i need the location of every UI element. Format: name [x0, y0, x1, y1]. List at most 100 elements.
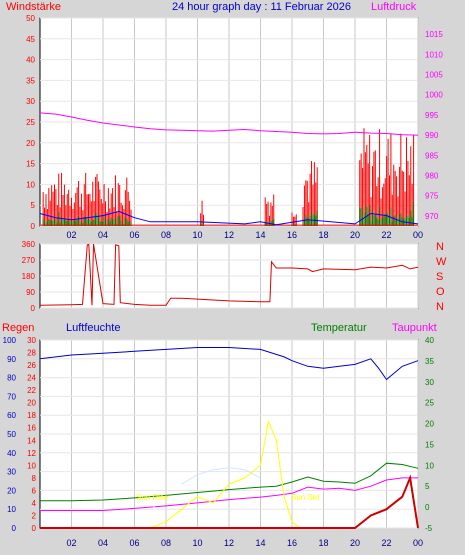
x-tick-label: 00	[413, 538, 423, 548]
x-tick-label: 10	[192, 230, 202, 240]
wind-axis-tick: 15	[26, 160, 35, 169]
temperature-axis-tick: 0	[425, 503, 430, 512]
compass-letter: N	[436, 241, 444, 253]
luftfeuchte-axis-tick: 6	[32, 486, 37, 495]
direction-axis-tick: 360	[22, 240, 36, 249]
x-tick-label: 04	[98, 230, 108, 240]
regen-axis-tick: 100	[3, 336, 17, 345]
windstaerke-label: Windstärke	[6, 1, 61, 13]
luftfeuchte-axis-tick: 24	[27, 374, 36, 383]
x-tick-label: 12	[224, 538, 234, 548]
pressure-axis-tick: 1005	[425, 71, 443, 80]
pressure-axis-tick: 980	[425, 172, 439, 181]
luftfeuchte-axis-tick: 8	[32, 474, 37, 483]
luftfeuchte-axis-tick: 28	[27, 349, 36, 358]
pressure-axis-tick: 970	[425, 212, 439, 221]
wind-axis-tick: 20	[26, 139, 35, 148]
wind-axis-tick: 45	[26, 35, 35, 44]
temperature-axis-tick: 35	[425, 357, 434, 366]
temperature-axis-tick: 20	[425, 420, 434, 429]
graph-title: 24 hour graph day : 11 Februar 2026	[172, 1, 351, 13]
x-tick-label: 06	[129, 230, 139, 240]
x-tick-label: 12	[224, 230, 234, 240]
regen-axis-tick: 20	[7, 486, 16, 495]
luftfeuchte-axis-tick: 10	[27, 461, 36, 470]
direction-axis-tick: 180	[22, 272, 36, 281]
compass-letter: O	[436, 286, 445, 298]
compass-letter: S	[436, 271, 443, 283]
direction-axis-tick: 0	[31, 304, 36, 313]
x-tick-label: 14	[255, 538, 265, 548]
wind-average-line	[39, 210, 419, 226]
regen-axis-tick: 70	[7, 392, 16, 401]
strahlung-line	[150, 419, 308, 529]
pressure-axis-tick: 1015	[425, 30, 443, 39]
regen-axis-tick: 0	[12, 524, 17, 533]
pressure-axis-tick: 1000	[425, 91, 443, 100]
temperature-axis-tick: 5	[425, 482, 430, 491]
luftfeuchte-axis-tick: 12	[27, 449, 36, 458]
x-tick-label: 18	[318, 230, 328, 240]
taupunkt-label: Taupunkt	[392, 322, 437, 334]
regen-axis-tick: 40	[7, 449, 16, 458]
regen-axis-tick: 90	[7, 355, 16, 364]
luftfeuchte-axis-tick: 30	[27, 336, 36, 345]
sunset-label: Sun Set	[291, 493, 320, 502]
regen-axis-tick: 30	[7, 468, 16, 477]
pressure-axis-tick: 975	[425, 192, 439, 201]
regen-axis-tick: 10	[7, 505, 16, 514]
x-tick-label: 22	[381, 538, 391, 548]
x-tick-label: 20	[350, 230, 360, 240]
luftfeuchte-axis-tick: 4	[32, 499, 37, 508]
regen-axis-tick: 60	[7, 411, 16, 420]
luftfeuchte-label: Luftfeuchte	[66, 322, 120, 334]
wind-axis-tick: 5	[31, 201, 36, 210]
wind-axis-tick: 40	[26, 56, 35, 65]
x-tick-label: 00	[413, 230, 423, 240]
temperatur-label: Temperatur	[311, 322, 367, 334]
luftfeuchte-axis-tick: 20	[27, 399, 36, 408]
temperature-axis-tick: 15	[425, 440, 434, 449]
temperature-axis-tick: 25	[425, 399, 434, 408]
x-tick-label: 08	[161, 230, 171, 240]
x-tick-label: 08	[161, 538, 171, 548]
sunrise-label: Sun Rise	[136, 493, 169, 502]
regen-axis-tick: 50	[7, 430, 16, 439]
x-tick-label: 06	[129, 538, 139, 548]
wind-axis-tick: 0	[31, 222, 36, 231]
direction-axis-tick: 270	[22, 256, 36, 265]
x-tick-label: 18	[318, 538, 328, 548]
radiation-max-line	[181, 467, 261, 485]
luftfeuchte-axis-tick: 18	[27, 411, 36, 420]
direction-axis-tick: 90	[26, 288, 35, 297]
wind-axis-tick: 35	[26, 76, 35, 85]
compass-letter: N	[436, 301, 444, 313]
wind-axis-tick: 30	[26, 97, 35, 106]
temperature-axis-tick: -5	[425, 524, 433, 533]
pressure-axis-tick: 1010	[425, 50, 443, 59]
x-tick-label: 14	[255, 230, 265, 240]
wind-axis-tick: 10	[26, 180, 35, 189]
temperatur-line	[40, 462, 419, 502]
pressure-line	[39, 112, 419, 136]
regen-label: Regen	[2, 322, 34, 334]
luftfeuchte-axis-tick: 16	[27, 424, 36, 433]
temperature-axis-tick: 40	[425, 336, 434, 345]
luftfeuchte-line	[39, 347, 419, 381]
x-tick-label: 02	[66, 230, 76, 240]
luftfeuchte-axis-tick: 22	[27, 386, 36, 395]
wind-axis-tick: 25	[26, 118, 35, 127]
temperature-axis-tick: 10	[425, 461, 434, 470]
x-tick-label: 10	[192, 538, 202, 548]
temperature-axis-tick: 30	[425, 378, 434, 387]
x-tick-label: 16	[287, 538, 297, 548]
luftfeuchte-axis-tick: 26	[27, 361, 36, 370]
luftfeuchte-axis-tick: 0	[32, 524, 37, 533]
luftfeuchte-axis-tick: 14	[27, 436, 36, 445]
luftdruck-label: Luftdruck	[371, 1, 417, 13]
wind-direction-line	[39, 243, 419, 306]
x-tick-label: 04	[98, 538, 108, 548]
x-tick-label: 02	[66, 538, 76, 548]
pressure-axis-tick: 985	[425, 151, 439, 160]
